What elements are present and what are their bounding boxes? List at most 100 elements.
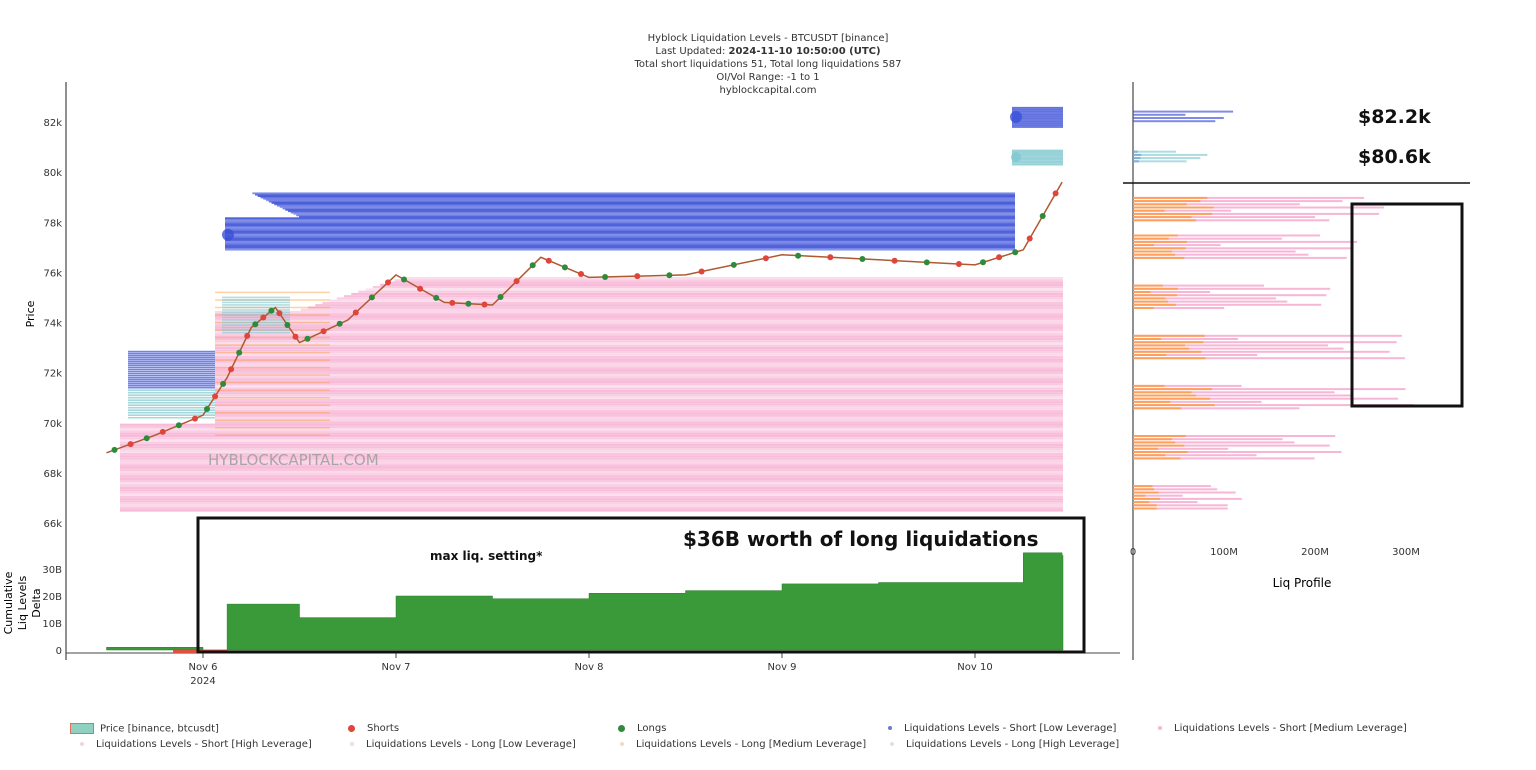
short-marker <box>244 332 251 339</box>
profile-bar <box>1133 307 1154 309</box>
long-marker <box>465 300 472 307</box>
profile-bar <box>1133 357 1405 360</box>
profile-bar <box>1133 157 1201 160</box>
legend-item-long-high[interactable]: Liquidations Levels - Long [High Leverag… <box>890 739 1119 750</box>
legend-label: Liquidations Levels - Short [High Levera… <box>96 739 312 750</box>
short-marker <box>320 328 327 335</box>
profile-bar <box>1133 451 1188 453</box>
long-marker <box>143 435 150 442</box>
delta-box-title: $36B worth of long liquidations <box>683 527 1039 551</box>
price-tick-label: 68k <box>43 469 62 480</box>
long-marker <box>1012 249 1019 256</box>
profile-bar <box>1133 391 1335 394</box>
profile-bar <box>1133 253 1176 256</box>
profile-bar <box>1133 488 1154 491</box>
legend-item-long-low[interactable]: Liquidations Levels - Long [Low Leverage… <box>350 739 576 750</box>
long-marker <box>1039 213 1046 219</box>
profile-bar <box>1133 219 1330 222</box>
profile-bar <box>1133 404 1414 407</box>
legend-item-short-medium[interactable]: Liquidations Levels - Short [Medium Leve… <box>1158 723 1407 734</box>
short-marker <box>228 366 235 373</box>
level-82k-label: $82.2k <box>1358 106 1431 128</box>
legend-item-longs[interactable]: Longs <box>618 723 666 734</box>
legend-item-short-high[interactable]: Liquidations Levels - Short [High Levera… <box>80 739 312 750</box>
legend-item-shorts[interactable]: Shorts <box>348 723 399 734</box>
profile-bar <box>1133 300 1288 303</box>
short-marker <box>292 333 299 340</box>
short-marker <box>276 310 283 317</box>
profile-bar <box>1133 441 1176 444</box>
profile-bar <box>1133 488 1218 491</box>
profile-bar <box>1133 354 1258 356</box>
blue-dot-icon <box>888 726 892 730</box>
profile-bar <box>1133 507 1157 510</box>
long-marker <box>220 380 227 387</box>
profile-bar <box>1133 250 1172 253</box>
profile-bar <box>1133 485 1211 488</box>
long-marker <box>175 422 182 429</box>
delta-axis-title-line1: Cumulative <box>2 571 15 634</box>
green-dot-icon <box>618 724 625 732</box>
faint-dot-icon <box>890 742 894 746</box>
long-marker <box>923 259 930 266</box>
profile-bar <box>1133 491 1159 494</box>
profile-bar <box>1133 494 1183 497</box>
profile-bar <box>1133 394 1197 397</box>
legend-item-short-low[interactable]: Liquidations Levels - Short [Low Leverag… <box>888 723 1116 734</box>
legend-item-price[interactable]: Price [binance, btcusdt] <box>70 723 219 735</box>
profile-bar <box>1133 344 1329 347</box>
faint-dot-icon <box>620 742 624 746</box>
profile-bar <box>1133 497 1161 500</box>
profile-bar <box>1133 350 1202 353</box>
site-text: hyblockcapital.com <box>720 85 817 96</box>
short-marker <box>417 285 424 292</box>
legend-label: Shorts <box>367 723 400 734</box>
profile-bar <box>1133 216 1316 219</box>
profile-bar <box>1133 497 1242 500</box>
short-marker <box>827 254 834 261</box>
profile-bar <box>1133 388 1406 391</box>
legend-item-long-medium[interactable]: Liquidations Levels - Long [Medium Lever… <box>620 739 866 750</box>
profile-bar <box>1133 394 1351 397</box>
long-marker <box>433 294 440 301</box>
profile-bar <box>1133 203 1187 206</box>
profile-bar <box>1133 338 1239 340</box>
legend-label: Liquidations Levels - Short [Medium Leve… <box>1174 723 1407 734</box>
long-marker <box>304 335 311 342</box>
long-marker <box>859 256 866 262</box>
profile-bar <box>1133 501 1198 504</box>
delta-axis-title-line2: Liq Levels <box>16 576 29 631</box>
profile-bar <box>1133 240 1187 243</box>
profile-bar <box>1133 504 1228 507</box>
long-marker <box>368 294 375 301</box>
profile-bar <box>1133 120 1216 123</box>
faint-dot-icon <box>80 742 84 746</box>
last-updated-label: Last Updated: <box>655 46 728 57</box>
profile-bar <box>1133 384 1165 387</box>
profile-bar <box>1133 447 1158 450</box>
profile-bar <box>1133 435 1186 437</box>
legend-label: Liquidations Levels - Long [High Leverag… <box>906 739 1120 750</box>
profile-bar <box>1133 407 1300 410</box>
profile-bar <box>1133 397 1210 400</box>
short-marker <box>1026 235 1033 242</box>
profile-bar <box>1133 113 1186 116</box>
price-tick-label: 78k <box>43 218 62 229</box>
delta-ticks: 0 10B 20B 30B <box>42 565 62 657</box>
profile-bar <box>1133 300 1169 303</box>
profile-bar <box>1133 203 1300 206</box>
profile-bar <box>1133 209 1232 212</box>
long-marker <box>666 272 673 279</box>
profile-bar <box>1133 457 1315 460</box>
price-tick-label: 80k <box>43 168 62 179</box>
x-ticks: Nov 6 Nov 7 Nov 8 Nov 9 Nov 10 2024 <box>188 653 993 687</box>
profile-bar <box>1133 150 1176 153</box>
profile-bar <box>1133 354 1167 356</box>
long-marker <box>980 259 986 266</box>
short-marker <box>159 428 166 435</box>
short-marker <box>1052 190 1059 197</box>
short-marker <box>513 278 520 285</box>
liquidation-level-bands <box>120 106 1063 512</box>
liq-cluster-dot <box>222 228 234 241</box>
